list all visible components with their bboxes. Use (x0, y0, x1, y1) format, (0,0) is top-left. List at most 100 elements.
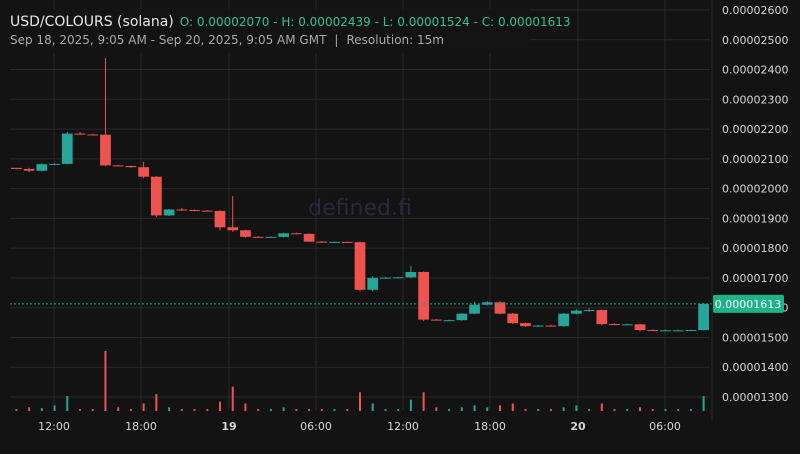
volume-bar (409, 399, 412, 411)
x-tick-label: 18:00 (474, 420, 506, 433)
volume-bar (448, 409, 451, 411)
volume-bar (40, 408, 43, 411)
volume-bar (206, 409, 209, 411)
header-separator: | (334, 33, 339, 47)
volume-bar (244, 403, 247, 411)
volume-bar (346, 409, 349, 411)
candle-body (125, 165, 137, 168)
candle-body (61, 133, 73, 164)
volume-bar (168, 407, 171, 411)
candle-body (456, 313, 468, 321)
candle-body (698, 303, 709, 331)
candle-body (303, 233, 315, 242)
volume-bar (320, 409, 323, 411)
volume-bar (282, 407, 285, 411)
candle-body (443, 320, 455, 322)
volume-bar (371, 403, 374, 411)
x-tick-label: 06:00 (649, 420, 681, 433)
x-tick-label: 12:00 (387, 420, 419, 433)
x-tick-label: 20 (570, 420, 586, 433)
y-tick-label: 0.00001400 (722, 361, 788, 374)
candle-body (431, 319, 442, 321)
candle-body (23, 168, 35, 171)
y-tick-label: 0.00002100 (722, 153, 788, 166)
volume-bar (460, 407, 463, 411)
candle-body (634, 324, 646, 331)
candle-body (494, 302, 506, 314)
candle-body (609, 324, 620, 326)
candle-body (329, 241, 340, 243)
volume-bar (499, 405, 501, 411)
volume-bar (257, 409, 260, 411)
volume-bar (562, 407, 565, 411)
candle-body (392, 277, 404, 279)
volume-bar (28, 407, 31, 411)
candle-body (112, 165, 124, 167)
candle-body (558, 313, 569, 327)
candle-body (545, 325, 557, 327)
volume-bar (702, 396, 705, 411)
volume-bar (384, 409, 387, 411)
candle-body (520, 323, 531, 327)
y-tick-label: 0.00001300 (722, 391, 788, 404)
candle-body (201, 210, 213, 212)
x-tick-label: 19 (221, 420, 236, 433)
volume-bar (231, 386, 234, 411)
candle-body (214, 210, 226, 228)
candle-body (405, 271, 417, 278)
header-info-row: Sep 18, 2025, 9:05 AM - Sep 20, 2025, 9:… (10, 33, 444, 47)
volume-bar (435, 407, 438, 411)
candle-body (647, 330, 659, 332)
volume-bar (511, 403, 514, 411)
candle-body (291, 233, 302, 235)
candle-body (189, 210, 200, 212)
x-tick-label: 06:00 (300, 420, 332, 433)
volume-bar (639, 407, 641, 411)
pair-name: USD/COLOURS (solana) (10, 14, 174, 30)
volume-bar (677, 409, 680, 411)
volume-bar (117, 407, 120, 411)
volume-bar (155, 394, 158, 411)
x-tick-label: 12:00 (38, 420, 70, 433)
candle-body (138, 167, 149, 177)
resolution-label: Resolution: 15m (346, 33, 444, 47)
volume-bar (575, 405, 578, 411)
volume-bar (613, 409, 616, 411)
candle-body (685, 330, 697, 332)
volume-bar (308, 409, 311, 411)
volume-bar (588, 409, 591, 411)
candle-body (571, 310, 582, 314)
volume-bar (626, 409, 629, 411)
volume-bar (651, 409, 654, 411)
candle-body (354, 242, 366, 290)
volume-bar (180, 409, 183, 411)
chart-header: USD/COLOURS (solana) O: 0.00002070 - H: 0… (0, 9, 571, 53)
candle-body (151, 176, 162, 216)
y-tick-label: 0.00002000 (722, 183, 788, 196)
y-tick-label: 0.00002600 (722, 4, 788, 17)
candle-body (11, 167, 22, 169)
x-axis[interactable]: 12:00 18:00 19 06:00 12:00 18:00 20 06:00 (38, 420, 681, 433)
volume-bar (397, 409, 400, 411)
volume-bar (486, 407, 489, 411)
volume-bar (129, 409, 132, 411)
y-axis[interactable]: 0.000013000.000014000.000015000.00001600… (713, 4, 788, 404)
candle-body (49, 163, 60, 165)
watermark: defined.fi (308, 196, 412, 221)
candle-body (660, 330, 671, 332)
volume-bar (689, 409, 692, 411)
y-tick-label: 0.00002300 (722, 93, 788, 106)
candle-body (341, 241, 353, 243)
last-price-label: 0.00001613 (715, 298, 781, 311)
volume-bar (549, 409, 552, 411)
volume-bar (422, 392, 425, 411)
time-range: Sep 18, 2025, 9:05 AM - Sep 20, 2025, 9:… (10, 33, 327, 47)
candle-body (507, 313, 519, 324)
y-tick-label: 0.00001500 (722, 331, 788, 344)
candle-body (532, 325, 544, 327)
candle-body (100, 134, 111, 166)
volume-bar (600, 403, 603, 411)
volume-bar (219, 401, 221, 411)
